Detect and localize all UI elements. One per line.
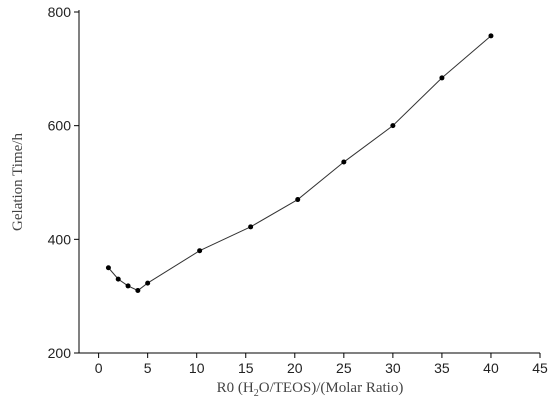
x-tick-label: 25 <box>336 360 352 376</box>
point <box>439 75 445 81</box>
x-label-part: R0 (H <box>217 380 254 396</box>
x-tick-label: 20 <box>287 360 303 376</box>
y-axis-label: Gelation Time/h <box>10 133 26 231</box>
x-tick-label: 35 <box>434 360 450 376</box>
point <box>115 276 121 282</box>
point <box>125 283 131 289</box>
point <box>248 224 254 230</box>
x-label-part: O/TEOS)/(Molar Ratio) <box>259 380 404 396</box>
point <box>197 248 203 254</box>
x-label-sub: 2 <box>254 388 259 399</box>
point <box>145 280 151 286</box>
x-tick-label: 15 <box>238 360 254 376</box>
x-tick-label: 0 <box>95 360 103 376</box>
y-tick-label: 200 <box>48 345 72 361</box>
y-tick-label: 800 <box>48 4 72 20</box>
point <box>105 265 111 271</box>
x-axis-label: R0 (H2O/TEOS)/(Molar Ratio) <box>217 380 404 399</box>
point <box>135 287 141 293</box>
x-tick-label: 5 <box>144 360 152 376</box>
x-tick-label: 45 <box>532 360 548 376</box>
y-tick-label: 600 <box>48 118 72 134</box>
x-tick-label: 30 <box>385 360 401 376</box>
x-tick-label: 40 <box>483 360 499 376</box>
point <box>390 123 396 129</box>
series-line <box>108 35 492 292</box>
point <box>488 33 494 39</box>
point <box>341 159 347 165</box>
x-tick-label: 10 <box>189 360 205 376</box>
point <box>295 197 301 203</box>
y-tick-label: 400 <box>48 231 72 247</box>
